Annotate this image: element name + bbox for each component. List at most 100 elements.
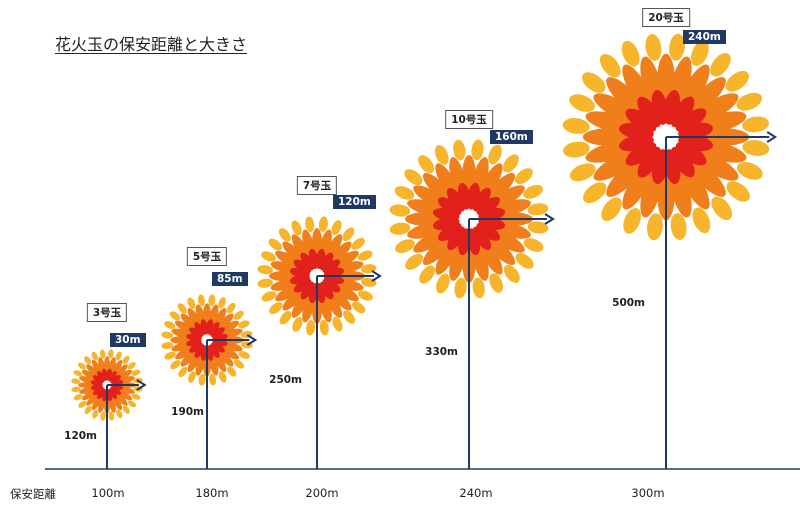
burst-petal-outer [131, 393, 141, 400]
burst-petal-outer [164, 321, 176, 329]
burst-petal-outer [197, 294, 205, 307]
burst-petal-outer [227, 366, 237, 377]
burst-petal-inner [472, 187, 491, 212]
burst-petal-inner [472, 226, 492, 250]
burst-petal-outer [319, 319, 329, 336]
burst-petal-outer [725, 70, 749, 92]
burst-petal-outer [523, 238, 544, 252]
burst-petal-outer [161, 331, 174, 339]
burst-height-label: 190m [171, 406, 204, 418]
burst-petal-outer [562, 141, 590, 158]
burst-petal-outer [737, 162, 763, 180]
firework-burst [389, 139, 555, 469]
burst-petal-outer [515, 253, 534, 269]
burst-petal-outer [91, 351, 98, 361]
burst-petal-outer [454, 277, 467, 299]
burst-petal-outer [177, 303, 187, 314]
safety-distance-label: 200m [305, 486, 339, 500]
burst-petal-middle [86, 392, 100, 406]
burst-radius-badge: 160m [490, 130, 533, 144]
burst-petal-outer [188, 371, 196, 383]
burst-petal-outer [472, 277, 485, 299]
burst-radius-badge: 120m [333, 195, 376, 209]
safety-distance-label: 240m [459, 486, 493, 500]
burst-petal-inner [437, 197, 462, 216]
burst-petal-inner [189, 327, 203, 338]
burst-petal-outer [169, 311, 181, 321]
burst-petal-outer [389, 204, 411, 217]
shell-size-label: 7号玉 [296, 176, 338, 195]
burst-petal-inner [97, 371, 106, 382]
burst-petal-middle [216, 349, 234, 367]
distance-axis-title: 保安距離 [10, 487, 56, 501]
burst-petal-outer [669, 33, 685, 61]
burst-petal-outer [599, 54, 621, 78]
burst-petal-outer [601, 197, 622, 222]
burst-petal-middle [180, 313, 198, 331]
burst-petal-outer [357, 250, 373, 261]
shell-size-label: 20号玉 [642, 8, 690, 27]
burst-petal-inner [625, 142, 657, 166]
burst-petal-inner [97, 388, 106, 400]
burst-petal-outer [77, 362, 87, 370]
burst-petal-outer [291, 220, 302, 236]
burst-radius-badge: 30m [110, 333, 146, 347]
burst-petal-outer [736, 92, 763, 111]
burst-petal-outer [726, 181, 751, 202]
radius-arrow-head [246, 334, 258, 346]
burst-petal-outer [92, 409, 99, 419]
burst-petal-outer [278, 228, 291, 242]
burst-petal-outer [73, 394, 83, 401]
firework-burst [257, 216, 382, 469]
burst-petal-inner [108, 370, 117, 382]
burst-petal-outer [404, 169, 423, 185]
burst-petal-inner [319, 281, 334, 300]
burst-petal-inner [92, 375, 104, 384]
burst-petal-inner [438, 222, 462, 242]
burst-petal-outer [116, 409, 123, 419]
burst-petal-inner [324, 267, 345, 278]
burst-petal-outer [569, 94, 595, 112]
burst-height-label: 500m [612, 297, 645, 309]
burst-petal-inner [678, 122, 713, 140]
burst-petal-inner [194, 322, 205, 336]
burst-petal-outer [170, 360, 181, 370]
burst-petal-inner [637, 96, 661, 128]
burst-petal-inner [319, 252, 334, 271]
burst-petal-outer [127, 362, 136, 370]
burst-petal-outer [218, 297, 226, 309]
burst-petal-middle [606, 158, 645, 197]
burst-petal-outer [161, 342, 174, 350]
burst-petal-outer [73, 370, 83, 377]
burst-petal-outer [331, 220, 342, 236]
burst-petal-outer [226, 302, 236, 314]
burst-petal-middle [180, 349, 198, 367]
burst-petal-inner [209, 322, 220, 336]
burst-petal-inner [211, 327, 225, 338]
burst-petal-outer [503, 154, 519, 173]
burst-petal-outer [187, 297, 196, 309]
burst-petal-outer [419, 265, 435, 284]
burst-petal-inner [300, 281, 315, 300]
burst-height-label: 250m [269, 374, 302, 386]
burst-petal-outer [122, 405, 130, 414]
burst-petal-inner [478, 207, 506, 221]
burst-petal-outer [527, 203, 549, 216]
burst-petal-inner [446, 188, 466, 212]
burst-petal-outer [332, 316, 343, 332]
burst-petal-outer [621, 40, 640, 67]
page-title: 花火玉の保安距離と大きさ [55, 35, 248, 54]
burst-petal-inner [110, 375, 121, 384]
burst-petal-inner [637, 146, 662, 178]
burst-petal-middle [114, 364, 128, 378]
burst-petal-outer [711, 196, 733, 220]
burst-petal-middle [282, 288, 305, 311]
burst-height-label: 120m [64, 430, 97, 442]
burst-petal-outer [710, 52, 731, 77]
burst-petal-outer [488, 144, 502, 165]
burst-petal-middle [687, 158, 726, 197]
burst-petal-middle [485, 172, 516, 203]
safety-distance-label: 180m [195, 486, 229, 500]
burst-petal-outer [164, 351, 176, 360]
